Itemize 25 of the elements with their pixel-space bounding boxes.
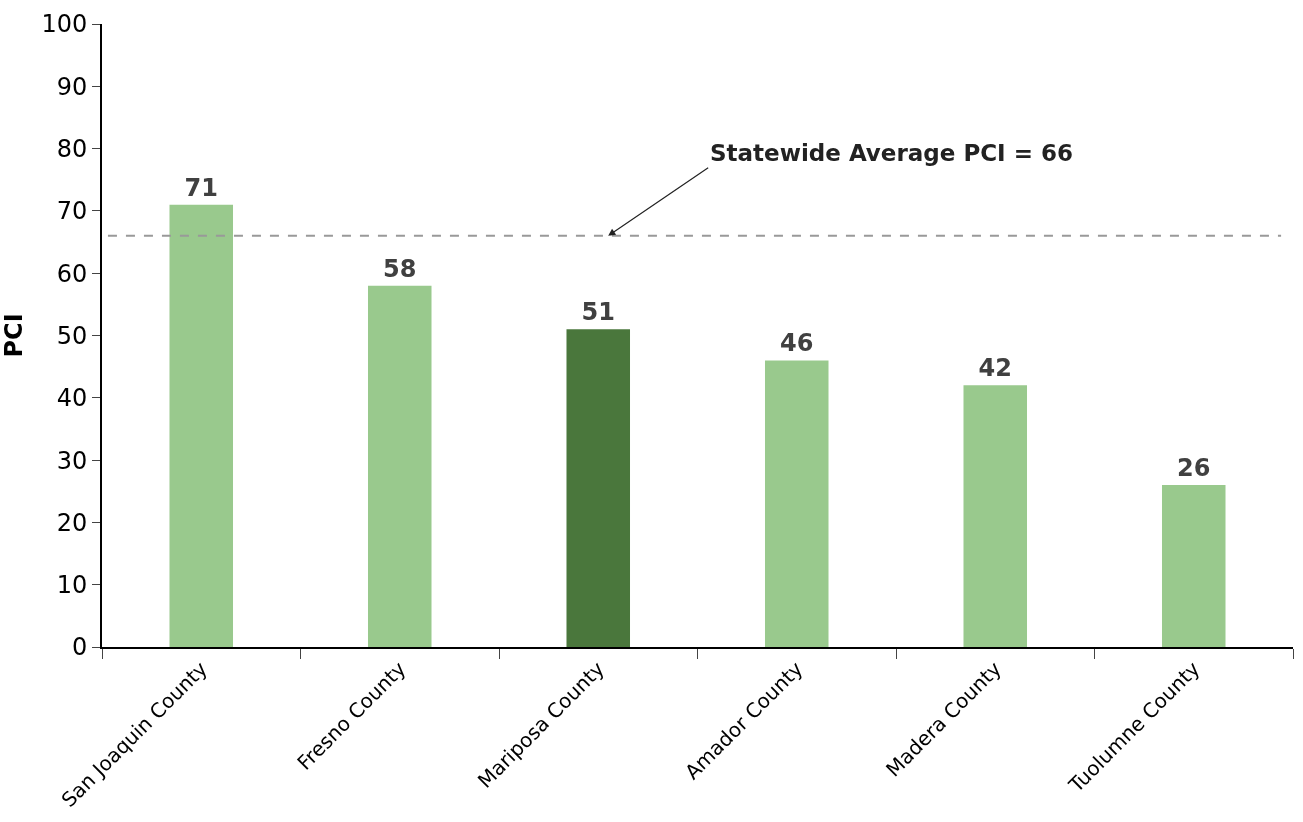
bar xyxy=(764,360,829,647)
y-tick-label: 100 xyxy=(41,10,88,39)
y-tick-label: 40 xyxy=(56,384,88,413)
ref-line-label: Statewide Average PCI = 66 xyxy=(710,140,1073,166)
y-tick-label: 0 xyxy=(71,633,88,662)
y-tick-label: 50 xyxy=(56,321,88,350)
data-label: 42 xyxy=(978,354,1012,383)
bar xyxy=(566,329,631,647)
data-label: 51 xyxy=(581,298,615,327)
data-label: 71 xyxy=(184,173,218,202)
bar xyxy=(367,285,432,647)
y-axis-title: PCI xyxy=(0,313,28,358)
data-label: 46 xyxy=(780,329,814,358)
bar xyxy=(169,204,234,647)
y-tick-label: 90 xyxy=(56,72,88,101)
y-tick-label: 30 xyxy=(56,446,88,475)
y-tick-label: 80 xyxy=(56,135,88,163)
bar xyxy=(963,385,1028,647)
data-label: 58 xyxy=(383,254,417,283)
y-tick-label: 20 xyxy=(56,508,88,537)
y-tick-label: 10 xyxy=(56,571,88,600)
bar xyxy=(1161,485,1226,647)
y-tick-label: 60 xyxy=(56,259,88,288)
y-tick-label: 70 xyxy=(56,197,88,226)
data-label: 26 xyxy=(1177,454,1211,483)
